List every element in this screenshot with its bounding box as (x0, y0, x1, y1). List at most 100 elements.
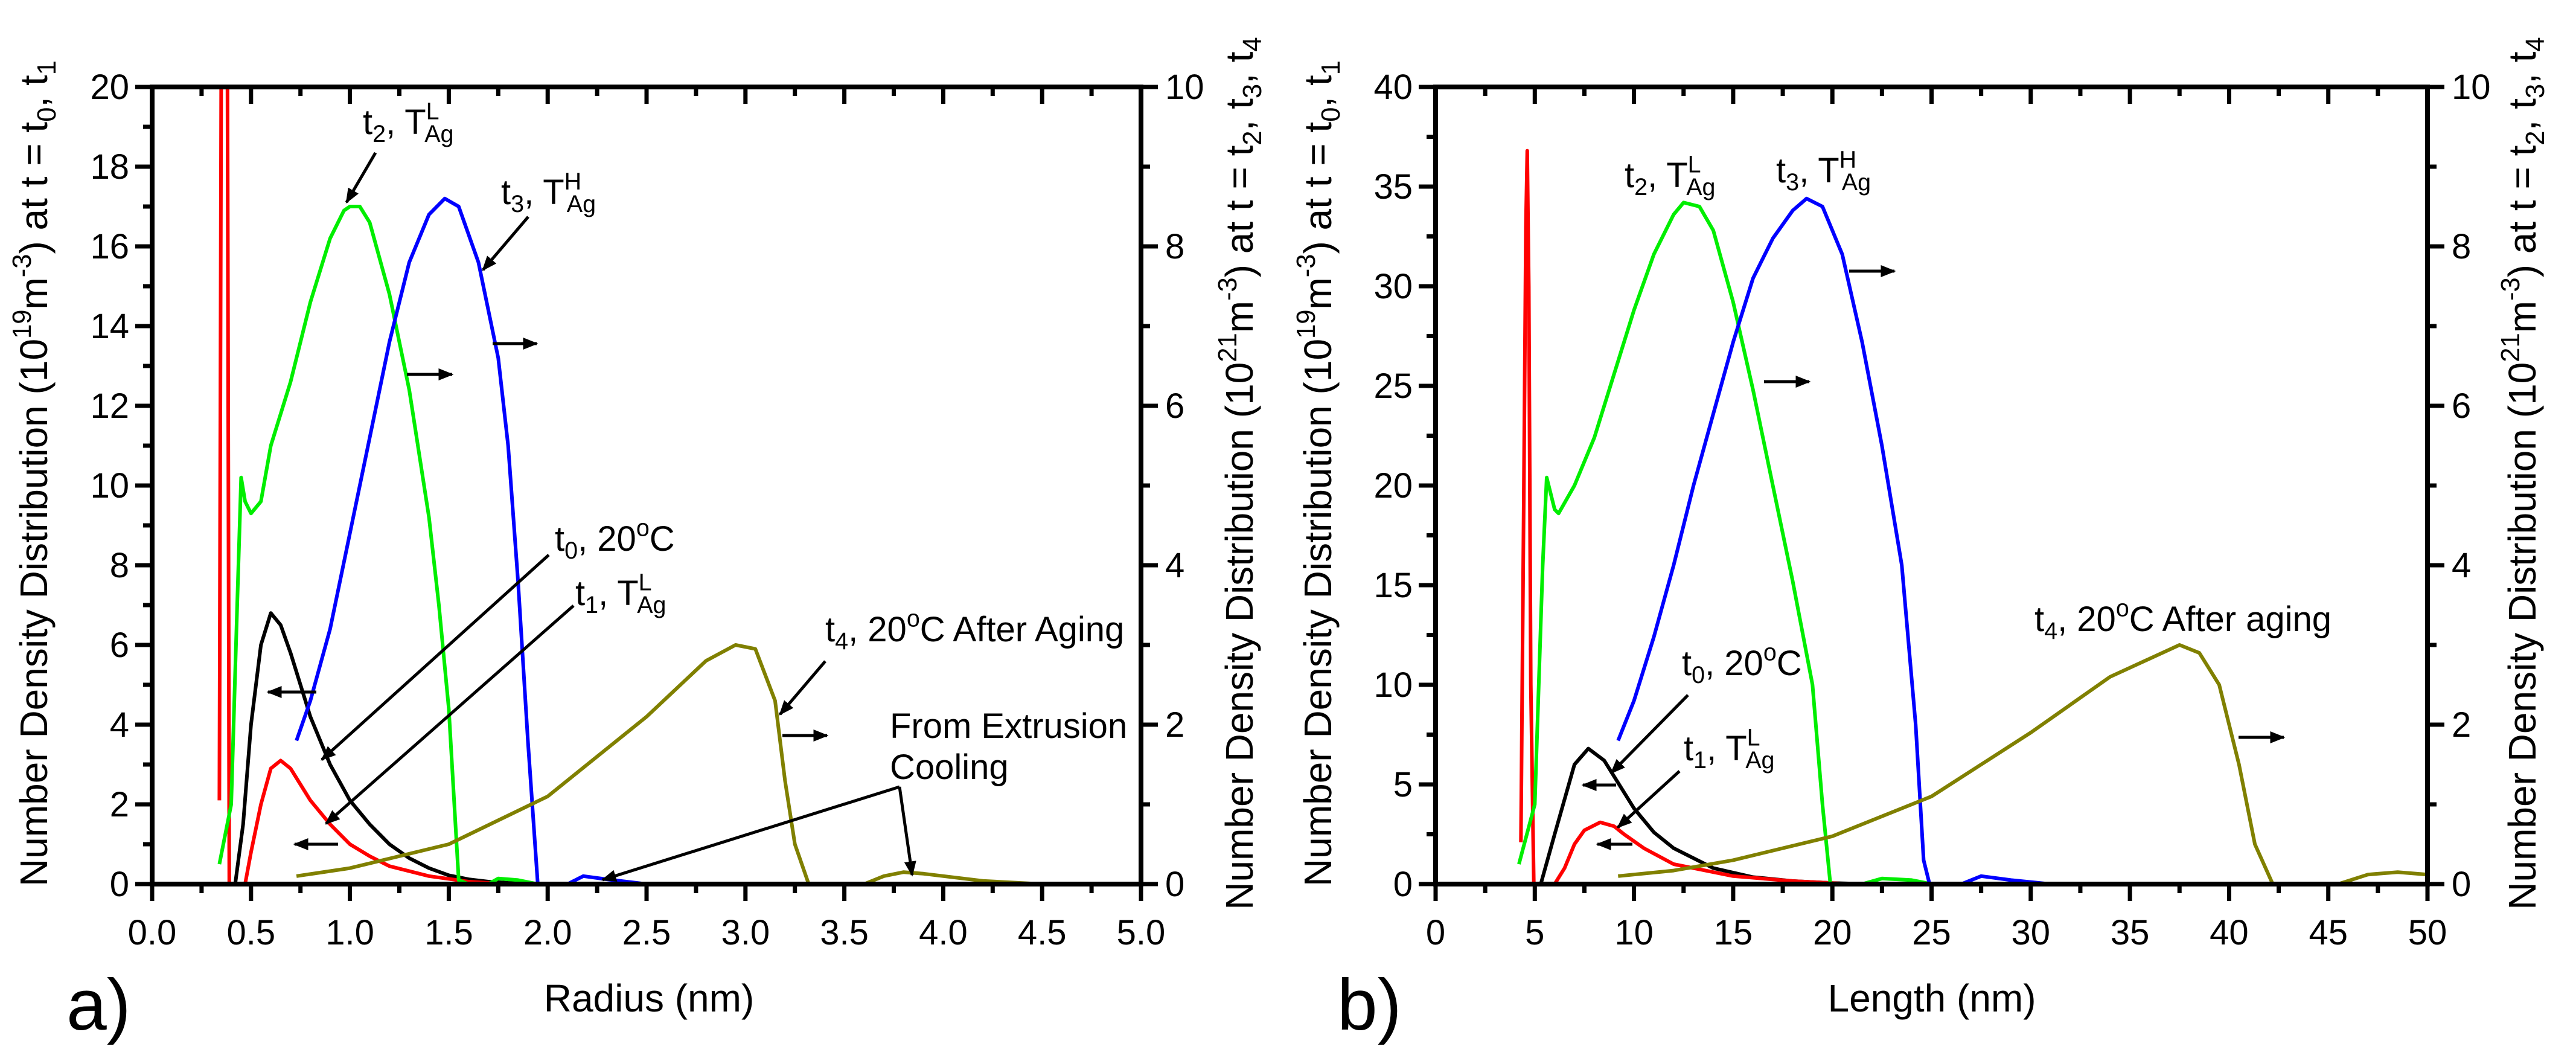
x-tick-label: 1.5 (424, 913, 473, 952)
y-left-tick-label: 20 (1373, 466, 1413, 505)
annotation-arrow (325, 604, 575, 825)
text-part: C After Aging (920, 610, 1125, 649)
text-part: -3 (8, 254, 37, 278)
text-part: L (426, 98, 439, 125)
annotation-t2: t2, TL Ag (363, 98, 453, 147)
annotation-arrow (898, 786, 916, 877)
x-tick-label: 0.5 (226, 913, 275, 952)
annotation-t1: t1, TL Ag (1684, 725, 1774, 774)
annotation-t4: t4, 20oC After Aging (825, 606, 1124, 655)
text-part: , 20 (2057, 600, 2116, 639)
y-left-tick-label: 0 (110, 865, 129, 904)
text-part: 2 (1634, 174, 1648, 200)
text-part: Ag (567, 191, 596, 217)
y-right-tick-label: 2 (2452, 705, 2471, 745)
text-part: 1 (1317, 60, 1346, 75)
text-part: m (12, 277, 56, 309)
text-part: t (501, 173, 511, 212)
text-part: , T (386, 103, 426, 142)
text-part: , 20 (1705, 644, 1763, 683)
text-part: Number Density Distribution (10 (12, 339, 56, 886)
series-line-t4 (1618, 643, 2427, 884)
x-tick-label: 20 (1813, 913, 1852, 952)
y-left-tick-label: 16 (90, 227, 129, 266)
text-part: , t (2501, 51, 2544, 84)
text-part: t (575, 574, 585, 613)
x-tick-label: 4.0 (919, 913, 968, 952)
y-right-tick-label: 6 (1165, 386, 1184, 426)
panel-label-a: a) (66, 964, 131, 1045)
x-tick-label: 3.0 (721, 913, 770, 952)
text-part: ) at t = t (1218, 145, 1261, 277)
x-tick-label: 5.0 (1117, 913, 1166, 952)
y-left-axis-title: Number Density Distribution (1019m-3) at… (1292, 60, 1346, 886)
y-left-tick-label: 18 (90, 147, 129, 187)
series-line-t0 (233, 611, 548, 884)
text-part: , 20 (848, 610, 907, 649)
text-part: H (564, 168, 581, 195)
x-tick-label: 0.0 (128, 913, 177, 952)
x-tick-label: 15 (1714, 913, 1753, 952)
y-left-tick-label: 25 (1373, 367, 1413, 406)
series-line-t2 (1517, 200, 1932, 884)
y-right-tick-label: 8 (2452, 227, 2471, 266)
x-tick-label: 5 (1525, 913, 1544, 952)
annotation-arrow (601, 785, 900, 882)
y-right-tick-label: 8 (1165, 227, 1184, 266)
text-part: , T (1799, 151, 1839, 190)
text-part: -3 (1213, 277, 1242, 301)
y-left-tick-label: 6 (110, 626, 129, 665)
x-tick-label: 25 (1912, 913, 1951, 952)
text-part: 3 (2521, 84, 2550, 98)
text-part: ) at t = t (1296, 122, 1340, 254)
text-part: 0 (1317, 107, 1346, 122)
panel-label-b: b) (1337, 964, 1402, 1045)
text-part: Ag (1842, 169, 1871, 196)
text-part: o (907, 606, 920, 632)
y-left-tick-label: 15 (1373, 566, 1413, 605)
text-part: t (1776, 151, 1786, 190)
text-part: m (2501, 301, 2544, 333)
annotation-arrow (321, 554, 550, 761)
y-right-tick-label: 0 (1165, 865, 1184, 904)
text-part: , 20 (578, 519, 636, 559)
text-part: Ag (424, 121, 453, 147)
y-right-tick-label: 0 (2452, 865, 2471, 904)
series-line-t1 (1519, 149, 1853, 884)
text-part: , T (598, 574, 639, 613)
text-part: Ag (1745, 747, 1774, 774)
text-part: 2 (2521, 130, 2550, 145)
text-part: , T (1707, 729, 1747, 768)
annotation-arrow (779, 660, 826, 716)
x-tick-label: 2.5 (622, 913, 671, 952)
x-tick-label: 30 (2012, 913, 2051, 952)
panel-a: 0.0 0.5 1.0 1.5 2.0 2.5 3.0 3.5 4.0 4.5 5.00246810… (8, 37, 1267, 952)
x-tick-label: 35 (2111, 913, 2150, 952)
series-line-t3 (1616, 196, 2051, 884)
text-part: C (650, 519, 675, 559)
text-part: t (825, 610, 835, 649)
text-part: Number Density Distribution (10 (1218, 362, 1261, 910)
y-right-tick-label: 2 (1165, 705, 1184, 745)
text-part: 4 (2044, 618, 2057, 644)
text-part: o (2116, 595, 2129, 622)
y-left-tick-label: 10 (90, 466, 129, 505)
text-part: -3 (1292, 254, 1321, 278)
y-left-tick-label: 35 (1373, 167, 1413, 207)
y-left-tick-label: 8 (110, 546, 129, 585)
y-right-axis-title: Number Density Distribution (1021m-3) at… (1213, 37, 1267, 909)
y-left-tick-label: 0 (1393, 865, 1413, 904)
annotation-t2: t2, TL Ag (1625, 152, 1715, 200)
y-left-tick-label: 5 (1393, 765, 1413, 804)
text-part: m (1218, 301, 1261, 333)
text-part: 3 (1238, 84, 1267, 98)
annotation-t0: t0, 20oC (1682, 640, 1802, 688)
text-part: 1 (585, 592, 598, 618)
text-part: , t (12, 75, 56, 107)
x-tick-label: 4.5 (1018, 913, 1067, 952)
text-part: 4 (2521, 37, 2550, 51)
y-left-tick-label: 10 (1373, 665, 1413, 705)
x-tick-label: 10 (1614, 913, 1654, 952)
text-part: L (639, 569, 652, 596)
